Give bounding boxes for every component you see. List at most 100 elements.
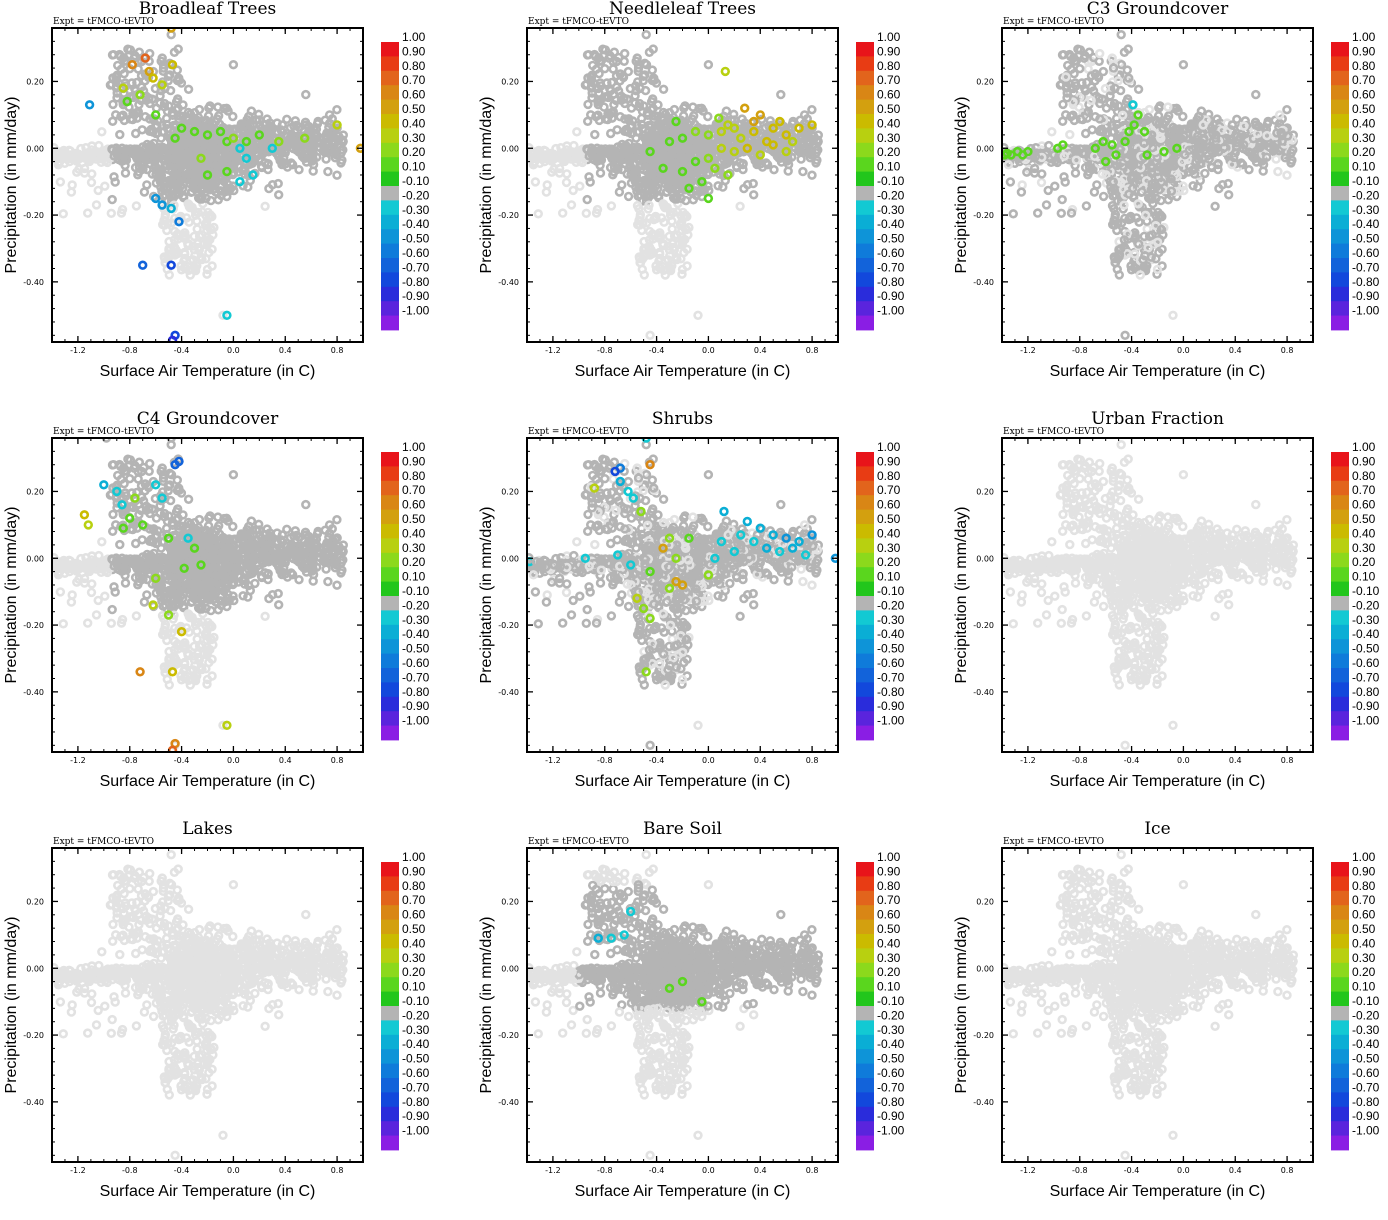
colorbar-segment bbox=[856, 157, 874, 172]
y-tick-label: 0.00 bbox=[976, 144, 994, 153]
data-point-background bbox=[1107, 93, 1114, 100]
colorbar-segment bbox=[856, 56, 874, 71]
data-point-background bbox=[559, 210, 566, 217]
colorbar-segment bbox=[856, 128, 874, 143]
data-point-background bbox=[1019, 182, 1026, 189]
colorbar-tick-label: -0.20 bbox=[877, 188, 905, 202]
data-point-background bbox=[1179, 113, 1186, 120]
data-point-background bbox=[143, 182, 150, 189]
colorbar-segment bbox=[856, 114, 874, 129]
x-tick-label: 0.8 bbox=[331, 346, 344, 355]
data-point-background bbox=[133, 203, 140, 210]
x-tick-label: 0.4 bbox=[1229, 346, 1242, 355]
data-point-background bbox=[646, 49, 653, 56]
colorbar-segment bbox=[856, 100, 874, 115]
data-point-background bbox=[544, 182, 551, 189]
data-point-background bbox=[1154, 266, 1161, 273]
data-point-background bbox=[589, 62, 596, 69]
data-point-background bbox=[1225, 180, 1232, 187]
data-point-background bbox=[69, 182, 76, 189]
points-group bbox=[524, 31, 822, 338]
data-point-background bbox=[204, 266, 211, 273]
colorbar-tick-label: 0.10 bbox=[402, 160, 426, 174]
data-point-background bbox=[1062, 111, 1069, 118]
data-point-background bbox=[334, 172, 341, 179]
data-point-background bbox=[568, 202, 575, 209]
colorbar-segment bbox=[856, 215, 874, 230]
data-point-background bbox=[1225, 191, 1232, 198]
data-point-background bbox=[1082, 130, 1089, 137]
data-point-background bbox=[122, 170, 129, 177]
data-point-background bbox=[60, 210, 67, 217]
data-point-background bbox=[586, 173, 593, 180]
data-point-background bbox=[750, 180, 757, 187]
data-point-background bbox=[325, 168, 332, 175]
data-point-colored bbox=[741, 105, 748, 112]
data-point-background bbox=[660, 241, 667, 248]
y-tick-label: -0.40 bbox=[498, 278, 519, 287]
data-point-background bbox=[1007, 179, 1014, 186]
colorbar-segment bbox=[381, 272, 399, 287]
data-point-background bbox=[715, 182, 722, 189]
data-point-background bbox=[1018, 189, 1025, 196]
colorbar-tick-label: -0.50 bbox=[402, 232, 430, 246]
colorbar-segment bbox=[1331, 186, 1349, 201]
data-point-colored bbox=[168, 262, 175, 269]
data-point-background bbox=[589, 94, 596, 101]
colorbar-segment bbox=[381, 200, 399, 215]
colorbar-tick-label: 0.20 bbox=[402, 145, 426, 159]
data-point-background bbox=[1061, 173, 1068, 180]
colorbar-segment bbox=[1331, 100, 1349, 115]
colorbar-tick-label: 0.60 bbox=[877, 88, 901, 102]
data-point-background bbox=[1059, 52, 1066, 59]
data-point-background bbox=[1190, 182, 1197, 189]
data-point-colored bbox=[237, 178, 244, 185]
y-tick-label: -0.20 bbox=[498, 211, 519, 220]
experiment-label: Expt = tFMCO-tEVTO bbox=[53, 17, 154, 27]
colorbar-tick-label: 0.80 bbox=[402, 59, 426, 73]
y-tick-label: 0.20 bbox=[976, 77, 994, 86]
colorbar-segment bbox=[381, 71, 399, 86]
colorbar-segment bbox=[856, 258, 874, 273]
x-tick-label: -1.2 bbox=[545, 346, 561, 355]
y-axis-label: Precipitation (in mm/day) bbox=[3, 97, 20, 274]
data-point-background bbox=[1058, 210, 1065, 217]
data-point-background bbox=[1252, 91, 1259, 98]
x-tick-label: -0.4 bbox=[1124, 346, 1140, 355]
data-point-background bbox=[1284, 106, 1291, 113]
colorbar-tick-label: -0.30 bbox=[877, 203, 905, 217]
colorbar-tick-label: 0.50 bbox=[877, 102, 901, 116]
data-point-background bbox=[112, 111, 119, 118]
data-point-background bbox=[1273, 156, 1280, 163]
data-point-background bbox=[1121, 49, 1128, 56]
x-axis-label: Surface Air Temperature (in C) bbox=[100, 363, 316, 380]
data-point-colored bbox=[139, 262, 146, 269]
data-point-background bbox=[84, 210, 91, 217]
colorbar-segment bbox=[381, 56, 399, 71]
colorbar-tick-label: 0.60 bbox=[402, 88, 426, 102]
colorbar-segment bbox=[381, 244, 399, 259]
y-tick-label: -0.40 bbox=[23, 278, 44, 287]
x-tick-label: -0.8 bbox=[1072, 346, 1088, 355]
data-point-background bbox=[1103, 105, 1110, 112]
data-point-background bbox=[1096, 50, 1103, 57]
colorbar-segment bbox=[381, 128, 399, 143]
colorbar-segment bbox=[856, 172, 874, 187]
data-point-background bbox=[704, 113, 711, 120]
data-point-background bbox=[1124, 67, 1131, 74]
data-point-background bbox=[543, 189, 550, 196]
data-point-colored bbox=[796, 125, 803, 132]
data-point-background bbox=[185, 241, 192, 248]
data-point-colored bbox=[137, 91, 144, 98]
data-point-background bbox=[604, 80, 611, 87]
data-point-background bbox=[535, 210, 542, 217]
x-axis-label: Surface Air Temperature (in C) bbox=[575, 363, 791, 380]
colorbar-tick-label: -0.70 bbox=[877, 260, 905, 274]
data-point-background bbox=[279, 122, 286, 129]
data-point-background bbox=[98, 128, 105, 135]
data-point-background bbox=[1165, 104, 1172, 111]
colorbar-tick-label: -1.00 bbox=[402, 304, 430, 318]
